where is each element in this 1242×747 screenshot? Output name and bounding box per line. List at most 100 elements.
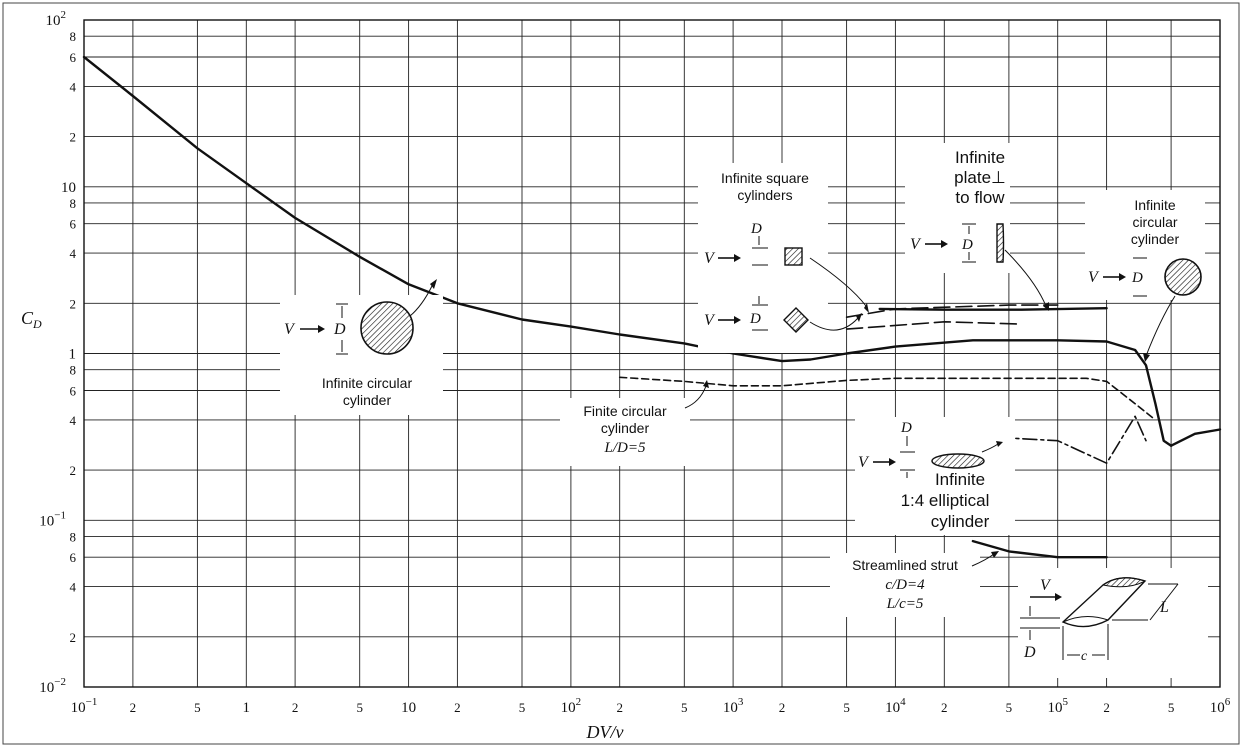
svg-text:V: V [1040, 577, 1052, 594]
svg-text:Infinite circular: Infinite circular [322, 375, 413, 391]
y-tick-label: 8 [70, 529, 77, 544]
finite-circular-cylinder-curve [618, 376, 1157, 421]
diamond-cylinder-shape [783, 307, 809, 333]
svg-text:D: D [750, 221, 762, 237]
plate-shape [996, 223, 1005, 263]
circular-cylinder-right-shape [1164, 258, 1202, 296]
plot-border [83, 19, 1221, 688]
y-tick-label: 8 [70, 29, 77, 44]
label-infinite-circular-cylinder-right-3: cylinder [1131, 231, 1180, 247]
svg-text:D: D [749, 311, 761, 327]
diamond-cylinder-curve [845, 321, 1023, 330]
y-tick-label: 6 [70, 384, 77, 399]
x-tick-label: 2 [292, 700, 299, 715]
x-tick-label: 2 [130, 700, 137, 715]
svg-text:L: L [1159, 599, 1169, 616]
plate-curve [878, 307, 1108, 311]
x-tick-label: 5 [356, 700, 363, 715]
svg-text:cylinder: cylinder [601, 420, 650, 436]
x-tick-label: 5 [519, 700, 526, 715]
x-tick-label: 2 [616, 700, 623, 715]
infinite-circular-cylinder-tail [1169, 428, 1222, 447]
label-elliptical-cylinder-1: Infinite [935, 470, 985, 489]
label-elliptical-cylinder-3: cylinder [931, 512, 990, 531]
streamlined-strut-label: Streamlined strut c/D=4 L/c=5 [830, 551, 999, 617]
streamlined-strut-curve [971, 539, 1108, 559]
svg-text:V: V [910, 236, 922, 253]
y-tick-label: 8 [70, 363, 77, 378]
svg-text:D: D [961, 237, 973, 253]
y-tick-label: 4 [70, 246, 77, 261]
x-tick-label: 5 [1006, 700, 1013, 715]
square-cylinder-curve [845, 304, 1059, 318]
square-cylinder-shape [784, 247, 803, 266]
label-elliptical-cylinder-2: 1:4 elliptical [901, 491, 990, 510]
svg-text:D: D [900, 420, 912, 436]
elliptical-cylinder-curve [972, 415, 1147, 464]
x-tick-label: 5 [194, 700, 201, 715]
x-tick-label: 2 [779, 700, 786, 715]
label-infinite-square-cylinders-1: Infinite square [721, 170, 809, 186]
y-tick-label: 2 [70, 296, 77, 311]
svg-text:V: V [1088, 269, 1100, 286]
svg-text:V: V [858, 454, 870, 471]
velocity-symbol: V [284, 321, 296, 338]
y-tick-label: 2 [70, 130, 77, 145]
x-tick-label: 10 [401, 700, 416, 716]
x-tick-label: 5 [843, 700, 850, 715]
y-tick-label: 10 [61, 180, 76, 196]
y-tick-label: 4 [70, 413, 77, 428]
label-infinite-plate-1: Infinite [955, 148, 1005, 167]
x-tick-label: 2 [941, 700, 948, 715]
label-infinite-circular-cylinder-left: Infinite circular cylinder [322, 375, 413, 408]
elliptical-cylinder-shape [931, 453, 985, 469]
plate-sketch: Infinite plate⊥ to flow V D [905, 143, 1049, 311]
svg-text:V: V [704, 312, 716, 329]
label-infinite-circular-cylinder-right-2: circular [1132, 214, 1177, 230]
y-tick-label: 4 [70, 580, 77, 595]
strut-sketch: V L c D [1018, 568, 1208, 678]
label-infinite-square-cylinders-2: cylinders [737, 187, 792, 203]
elliptical-cylinder-sketch: D V Infinite 1:4 elliptical cylinder [855, 417, 1015, 535]
square-cylinders-sketch: Infinite square cylinders D V V D [698, 163, 869, 353]
infinite-circular-cylinder-curve [82, 55, 1173, 447]
svg-text:c/D=4: c/D=4 [885, 577, 925, 593]
left-circular-cylinder-sketch: V D [280, 279, 443, 415]
svg-text:cylinder: cylinder [343, 392, 392, 408]
svg-text:c: c [1081, 649, 1088, 664]
y-tick-label: 6 [70, 50, 77, 65]
x-tick-label: 5 [681, 700, 688, 715]
circular-cylinder-shape [360, 301, 414, 355]
x-tick-label: 5 [1168, 700, 1175, 715]
chart-tick-labels: 10−1 2 5 1 2 5 10 2 5 102 2 5 103 2 5 104 2 5 105 2 5 1061028… [39, 9, 1230, 716]
svg-text:Finite circular: Finite circular [583, 403, 667, 419]
y-tick-label: 6 [70, 550, 77, 565]
y-tick-label: 6 [70, 217, 77, 232]
right-circular-cylinder-sketch: Infinite circular cylinder V D [1085, 190, 1205, 362]
label-infinite-plate-3: to flow [955, 188, 1005, 207]
y-tick-label: 4 [70, 79, 77, 94]
y-tick-label: 2 [70, 463, 77, 478]
svg-text:V: V [704, 250, 716, 267]
chart-grid [83, 19, 1221, 688]
svg-text:D: D [1131, 270, 1143, 286]
y-tick-label: 1 [69, 347, 77, 363]
x-tick-label: 2 [454, 700, 461, 715]
y-tick-label: 2 [70, 630, 77, 645]
diameter-symbol: D [333, 321, 346, 338]
svg-text:L/D=5: L/D=5 [604, 440, 646, 456]
label-infinite-plate-2: plate⊥ [954, 168, 1006, 187]
svg-text:Streamlined strut: Streamlined strut [852, 557, 958, 573]
x-tick-label: 2 [1103, 700, 1110, 715]
svg-text:L/c=5: L/c=5 [886, 596, 924, 612]
svg-text:D: D [1023, 644, 1036, 661]
x-tick-label: 1 [243, 700, 251, 716]
finite-circular-cylinder-label: Finite circular cylinder L/D=5 [560, 380, 709, 466]
x-axis-title: DV/ν [586, 722, 624, 742]
y-tick-label: 8 [70, 196, 77, 211]
chart-curves [82, 55, 1222, 559]
label-infinite-circular-cylinder-right-1: Infinite [1134, 197, 1175, 213]
strut-shape [1101, 577, 1147, 588]
